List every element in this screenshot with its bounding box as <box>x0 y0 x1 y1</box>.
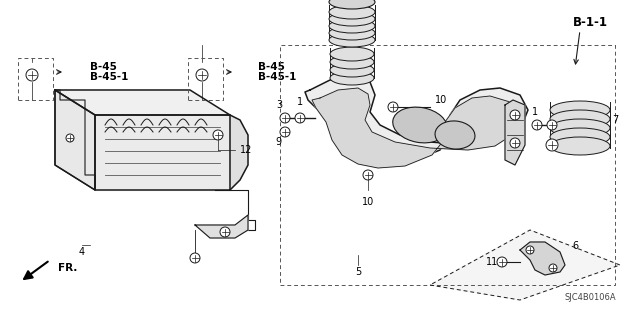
Circle shape <box>213 130 223 140</box>
Bar <box>188 58 223 100</box>
Circle shape <box>196 69 208 81</box>
Text: B-45-1: B-45-1 <box>90 72 129 82</box>
Text: 7: 7 <box>612 115 618 125</box>
Circle shape <box>546 139 558 151</box>
Text: SJC4B0106A: SJC4B0106A <box>564 293 616 302</box>
Circle shape <box>510 110 520 120</box>
Polygon shape <box>312 88 518 168</box>
Bar <box>18 58 53 100</box>
Ellipse shape <box>329 19 375 33</box>
Circle shape <box>363 170 373 180</box>
Polygon shape <box>55 90 95 190</box>
Ellipse shape <box>330 55 374 69</box>
Polygon shape <box>305 78 528 165</box>
Polygon shape <box>95 115 230 190</box>
Text: 3: 3 <box>575 105 581 115</box>
Text: 11: 11 <box>486 257 498 267</box>
Circle shape <box>190 253 200 263</box>
Circle shape <box>497 257 507 267</box>
Ellipse shape <box>330 63 374 77</box>
Bar <box>280 45 615 285</box>
Polygon shape <box>520 242 565 275</box>
Ellipse shape <box>550 137 610 155</box>
Text: 12: 12 <box>240 145 252 155</box>
Ellipse shape <box>550 101 610 119</box>
Text: B-45: B-45 <box>258 62 285 72</box>
Text: 1: 1 <box>532 107 538 117</box>
Text: 5: 5 <box>355 267 361 277</box>
Circle shape <box>526 246 534 254</box>
Circle shape <box>549 264 557 272</box>
Text: 4: 4 <box>79 247 85 257</box>
Ellipse shape <box>329 33 375 47</box>
Text: 9: 9 <box>575 143 581 153</box>
Circle shape <box>26 69 38 81</box>
Ellipse shape <box>329 0 375 9</box>
Text: B-1-1: B-1-1 <box>573 15 607 28</box>
Ellipse shape <box>550 128 610 146</box>
Polygon shape <box>230 115 248 190</box>
Polygon shape <box>55 90 230 115</box>
Circle shape <box>510 138 520 148</box>
Text: 3: 3 <box>276 100 282 110</box>
Text: B-45: B-45 <box>90 62 117 72</box>
Ellipse shape <box>330 71 374 85</box>
Ellipse shape <box>550 110 610 128</box>
Text: 10: 10 <box>435 95 447 105</box>
Ellipse shape <box>330 47 374 61</box>
Text: 2: 2 <box>510 148 516 158</box>
Text: 10: 10 <box>362 197 374 207</box>
Ellipse shape <box>435 121 475 149</box>
Circle shape <box>220 227 230 237</box>
Ellipse shape <box>329 12 375 26</box>
Polygon shape <box>505 100 525 165</box>
Circle shape <box>547 120 557 130</box>
Circle shape <box>66 134 74 142</box>
Text: 8: 8 <box>364 7 370 17</box>
Text: B-45-1: B-45-1 <box>258 72 296 82</box>
Ellipse shape <box>329 26 375 40</box>
Text: 9: 9 <box>276 137 282 147</box>
Polygon shape <box>195 215 248 238</box>
Polygon shape <box>430 230 620 300</box>
Ellipse shape <box>550 119 610 137</box>
Text: 6: 6 <box>572 241 578 251</box>
Circle shape <box>295 113 305 123</box>
Circle shape <box>388 102 398 112</box>
Ellipse shape <box>393 107 447 143</box>
Circle shape <box>280 127 290 137</box>
Text: 1: 1 <box>297 97 303 107</box>
Circle shape <box>532 120 542 130</box>
Circle shape <box>280 113 290 123</box>
Text: FR.: FR. <box>58 263 77 273</box>
Ellipse shape <box>329 5 375 19</box>
